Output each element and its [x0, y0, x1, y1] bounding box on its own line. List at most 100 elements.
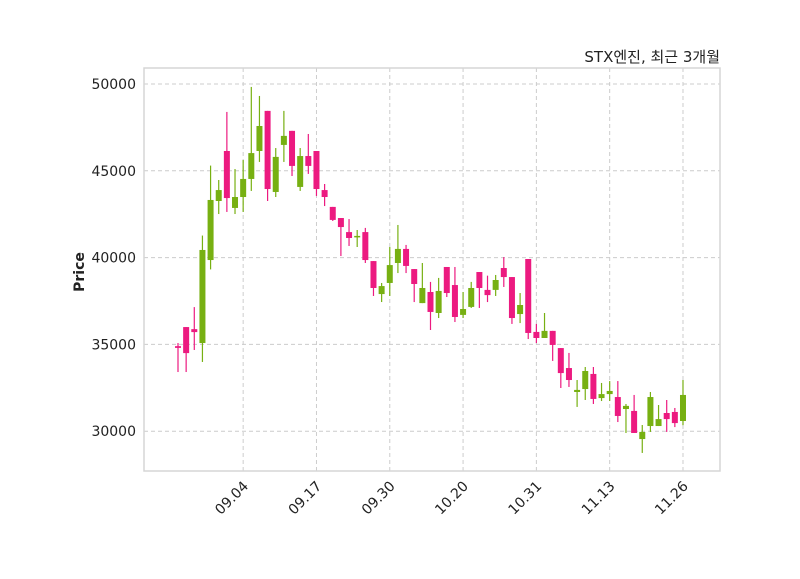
candle [598, 382, 605, 402]
candle-body [533, 331, 540, 338]
candle-body [606, 390, 613, 395]
grid-lines [144, 68, 720, 471]
candle-body [517, 305, 524, 315]
candle-body [394, 248, 401, 263]
candle-body [378, 286, 385, 295]
candle [468, 281, 475, 308]
candle-body [256, 125, 263, 151]
candle [411, 269, 418, 303]
candle-body [183, 327, 190, 354]
candle [386, 247, 393, 296]
candle-body [272, 156, 279, 192]
plot-frame [143, 67, 721, 472]
candles [175, 86, 686, 453]
candle [297, 148, 304, 191]
candle-body [321, 190, 328, 198]
candle [232, 169, 239, 215]
candle [337, 218, 344, 257]
candle-body [631, 410, 638, 433]
candle [305, 133, 312, 174]
candle [354, 229, 361, 248]
candle-body [655, 419, 662, 427]
x-tick-labels: 09.04 09.17 09.30 10.20 10.31 11.13 11.26 [212, 478, 692, 518]
x-tick-label: 09.30 [359, 479, 399, 519]
candle [655, 405, 662, 427]
candle-body [622, 405, 629, 410]
candle [443, 266, 450, 298]
candle [500, 257, 507, 287]
candle [451, 266, 458, 323]
candle-body [427, 291, 434, 312]
candle-body [207, 199, 214, 261]
candle-body [468, 287, 475, 307]
candle [476, 272, 483, 308]
y-axis-label: Price [72, 252, 88, 292]
candle-body [549, 330, 556, 345]
candle [533, 323, 540, 344]
candle [215, 179, 222, 215]
candle [492, 274, 499, 296]
y-tick-label: 45000 [91, 164, 136, 180]
x-tick-label: 11.13 [579, 479, 619, 519]
candle [565, 352, 572, 387]
x-tick-label: 10.31 [506, 479, 546, 519]
candle [175, 343, 181, 373]
candle-body [175, 346, 181, 348]
candle-body [313, 150, 320, 190]
candle-body [525, 258, 532, 333]
candle-body [582, 370, 589, 390]
candle-body [337, 218, 344, 228]
candle-body [289, 130, 296, 166]
candle-body [484, 289, 491, 296]
y-tick-labels: 30000 35000 40000 45000 50000 [91, 77, 136, 440]
candle-body [663, 413, 670, 420]
candle [679, 380, 686, 426]
candle-body [679, 394, 686, 421]
candle-body [435, 290, 442, 313]
candle-body [443, 266, 450, 294]
x-tick-label: 11.26 [652, 478, 692, 518]
candle-body [370, 261, 377, 288]
y-tick-label: 30000 [91, 424, 136, 440]
candle-body [460, 309, 467, 315]
candle-body [386, 265, 393, 283]
candle-body [280, 135, 287, 145]
candle [272, 148, 279, 198]
candle [403, 244, 410, 274]
candle-body [191, 329, 198, 333]
candle [313, 150, 320, 196]
candle-body [541, 330, 548, 338]
candle [631, 394, 638, 433]
candle-body [598, 394, 605, 399]
candle [256, 95, 263, 162]
candle-body [557, 348, 564, 374]
candle-body [614, 397, 621, 416]
candle [557, 348, 564, 389]
y-tick-label: 50000 [91, 77, 136, 93]
candle-body [248, 153, 255, 179]
candle-body [476, 272, 483, 288]
candle [321, 183, 328, 207]
candle-body [223, 150, 230, 199]
candle [590, 366, 597, 404]
candle-body [297, 156, 304, 187]
candle-body [346, 232, 353, 238]
candle [199, 235, 206, 362]
candle [207, 165, 214, 270]
candle [370, 261, 377, 296]
candle [517, 293, 524, 324]
candle [622, 403, 629, 433]
chart-title: STX엔진, 최근 3개월 [584, 48, 720, 66]
candle-body [199, 249, 206, 344]
candle [346, 219, 353, 246]
candle [549, 330, 556, 361]
candle-body [305, 156, 312, 166]
candle [419, 262, 426, 304]
candle [484, 275, 491, 303]
candle-body [329, 206, 336, 220]
candle [671, 407, 678, 428]
y-tick-label: 40000 [91, 251, 136, 267]
candle [289, 130, 296, 176]
candle-body [590, 373, 597, 399]
